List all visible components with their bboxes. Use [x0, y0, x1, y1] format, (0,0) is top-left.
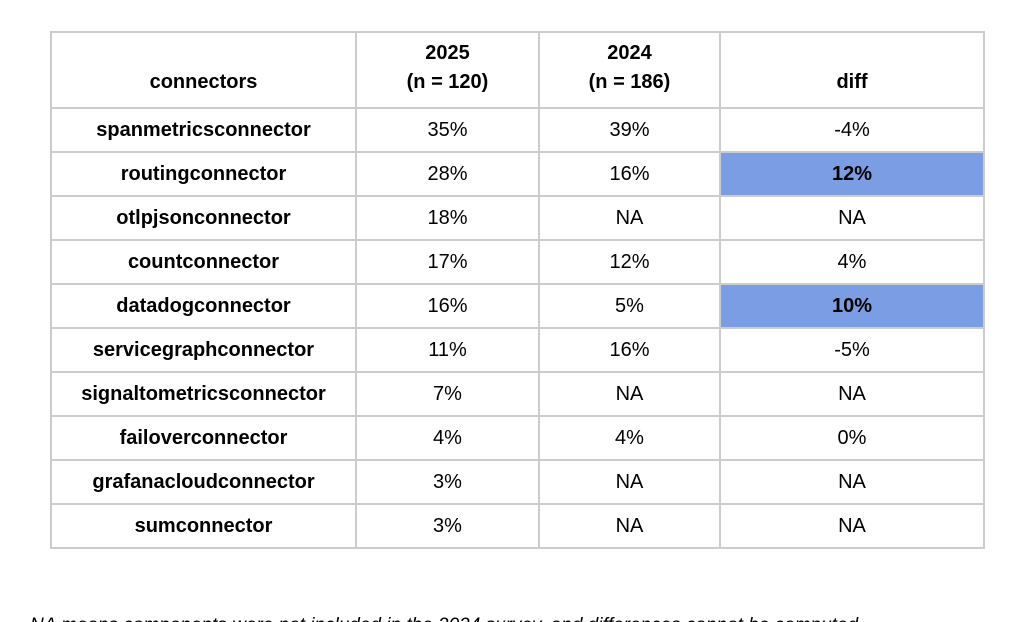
value-diff: NA	[719, 371, 985, 417]
value-2024: NA	[538, 459, 721, 505]
header-2025: 2025 (n = 120)	[355, 31, 540, 109]
table-row: servicegraphconnector 11% 16% -5%	[50, 327, 985, 373]
value-2024: NA	[538, 371, 721, 417]
header-2025-year: 2025	[425, 42, 470, 64]
connector-name: sumconnector	[50, 503, 357, 549]
header-2024-n: (n = 186)	[588, 71, 671, 93]
value-diff: NA	[719, 195, 985, 241]
value-diff: 12%	[719, 151, 985, 197]
value-diff: 0%	[719, 415, 985, 461]
connector-name: datadogconnector	[50, 283, 357, 329]
table-row: otlpjsonconnector 18% NA NA	[50, 195, 985, 241]
header-2025-n: (n = 120)	[406, 71, 489, 93]
table-row: spanmetricsconnector 35% 39% -4%	[50, 107, 985, 153]
value-diff: -5%	[719, 327, 985, 373]
table-row: grafanacloudconnector 3% NA NA	[50, 459, 985, 505]
table-header-row: connectors 2025 (n = 120) 2024 (n = 186)…	[50, 31, 985, 109]
value-2024: 4%	[538, 415, 721, 461]
connector-name: spanmetricsconnector	[50, 107, 357, 153]
value-2025: 4%	[355, 415, 540, 461]
header-connectors: connectors	[50, 31, 357, 109]
value-2024: 39%	[538, 107, 721, 153]
value-diff: 4%	[719, 239, 985, 285]
value-2025: 16%	[355, 283, 540, 329]
value-2024: 16%	[538, 327, 721, 373]
connector-name: signaltometricsconnector	[50, 371, 357, 417]
value-diff: NA	[719, 503, 985, 549]
footnote-na-suffix: components were not included in the 2024…	[118, 615, 863, 622]
table-row: countconnector 17% 12% 4%	[50, 239, 985, 285]
value-diff: NA	[719, 459, 985, 505]
header-diff: diff	[719, 31, 985, 109]
footnote-line-na: NA means components were not included in…	[30, 611, 995, 622]
table-row: failoverconnector 4% 4% 0%	[50, 415, 985, 461]
value-2025: 3%	[355, 503, 540, 549]
connector-name: failoverconnector	[50, 415, 357, 461]
connector-name: grafanacloudconnector	[50, 459, 357, 505]
connector-name: otlpjsonconnector	[50, 195, 357, 241]
value-2025: 7%	[355, 371, 540, 417]
value-2025: 11%	[355, 327, 540, 373]
connector-name: countconnector	[50, 239, 357, 285]
value-2024: NA	[538, 195, 721, 241]
connectors-comparison-table: connectors 2025 (n = 120) 2024 (n = 186)…	[50, 31, 985, 549]
footnote-underlined-word: means	[60, 615, 118, 622]
header-2024: 2024 (n = 186)	[538, 31, 721, 109]
value-2025: 28%	[355, 151, 540, 197]
value-2024: NA	[538, 503, 721, 549]
table-row: signaltometricsconnector 7% NA NA	[50, 371, 985, 417]
value-2025: 35%	[355, 107, 540, 153]
value-2025: 3%	[355, 459, 540, 505]
value-2025: 17%	[355, 239, 540, 285]
value-2024: 16%	[538, 151, 721, 197]
connector-name: servicegraphconnector	[50, 327, 357, 373]
footnote-na-prefix: NA	[30, 615, 61, 622]
value-2025: 18%	[355, 195, 540, 241]
header-2024-year: 2024	[607, 42, 652, 64]
value-2024: 5%	[538, 283, 721, 329]
connector-name: routingconnector	[50, 151, 357, 197]
table-footnote: NA means components were not included in…	[30, 553, 995, 622]
table-row: datadogconnector 16% 5% 10%	[50, 283, 985, 329]
value-2024: 12%	[538, 239, 721, 285]
value-diff: -4%	[719, 107, 985, 153]
table-row: sumconnector 3% NA NA	[50, 503, 985, 549]
value-diff: 10%	[719, 283, 985, 329]
table-row: routingconnector 28% 16% 12%	[50, 151, 985, 197]
